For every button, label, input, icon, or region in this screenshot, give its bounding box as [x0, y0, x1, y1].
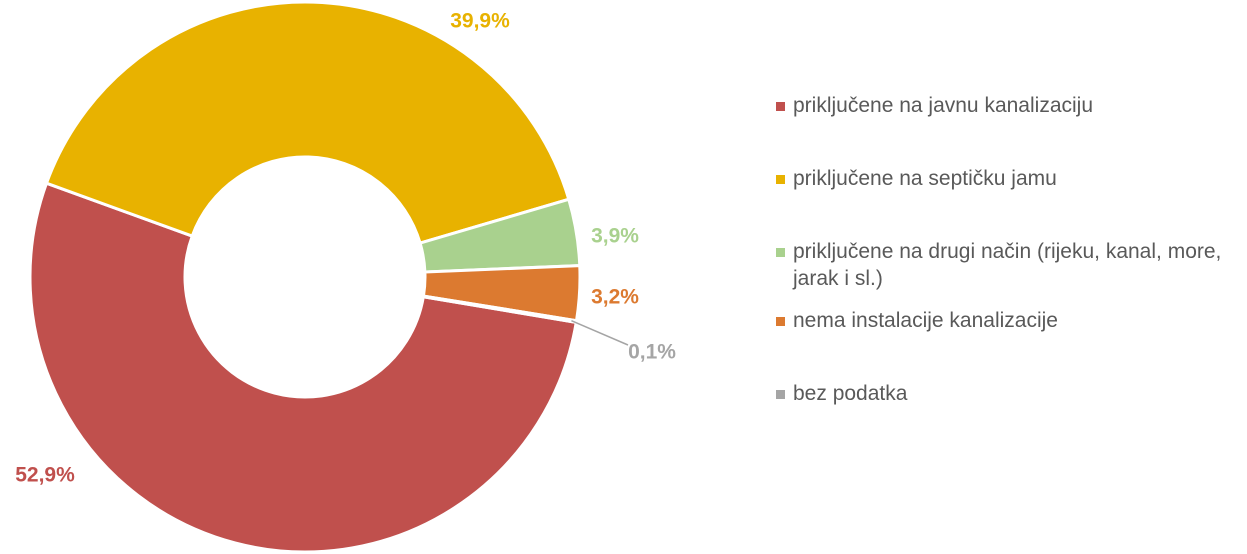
legend-label: priključene na javnu kanalizaciju — [793, 94, 1094, 117]
data-label: 52,9% — [15, 464, 75, 487]
data-label: 3,9% — [591, 225, 639, 248]
legend-swatch — [776, 390, 785, 399]
legend-item: priključene na septičku jamu — [776, 165, 1246, 192]
legend-item: nema instalacije kanalizacije — [776, 307, 1246, 334]
leader-line — [571, 320, 629, 346]
chart: 52,9% 39,9% 3,9% 3,2% 0,1% — [15, 0, 676, 554]
data-label: 39,9% — [450, 10, 510, 33]
donut-slice — [28, 181, 578, 554]
donut-slice — [421, 294, 579, 325]
legend-label: priključene na drugi način (rijeku, kana… — [793, 240, 1222, 290]
legend-label: nema instalacije kanalizacije — [793, 309, 1058, 332]
legend-swatch — [776, 248, 785, 257]
legend-item: priključene na drugi način (rijeku, kana… — [776, 238, 1246, 292]
legend-item: priključene na javnu kanalizaciju — [776, 92, 1246, 119]
legend-label: priključene na septičku jamu — [793, 167, 1057, 190]
legend: priključene na javnu kanalizaciju priklju… — [776, 92, 1246, 407]
data-label: 3,2% — [591, 286, 639, 309]
legend-item: bez podatka — [776, 380, 1246, 407]
legend-swatch — [776, 317, 785, 326]
legend-swatch — [776, 102, 785, 111]
data-label: 0,1% — [628, 341, 676, 364]
legend-label: bez podatka — [793, 382, 908, 405]
legend-swatch — [776, 175, 785, 184]
donut-slice — [44, 0, 571, 245]
